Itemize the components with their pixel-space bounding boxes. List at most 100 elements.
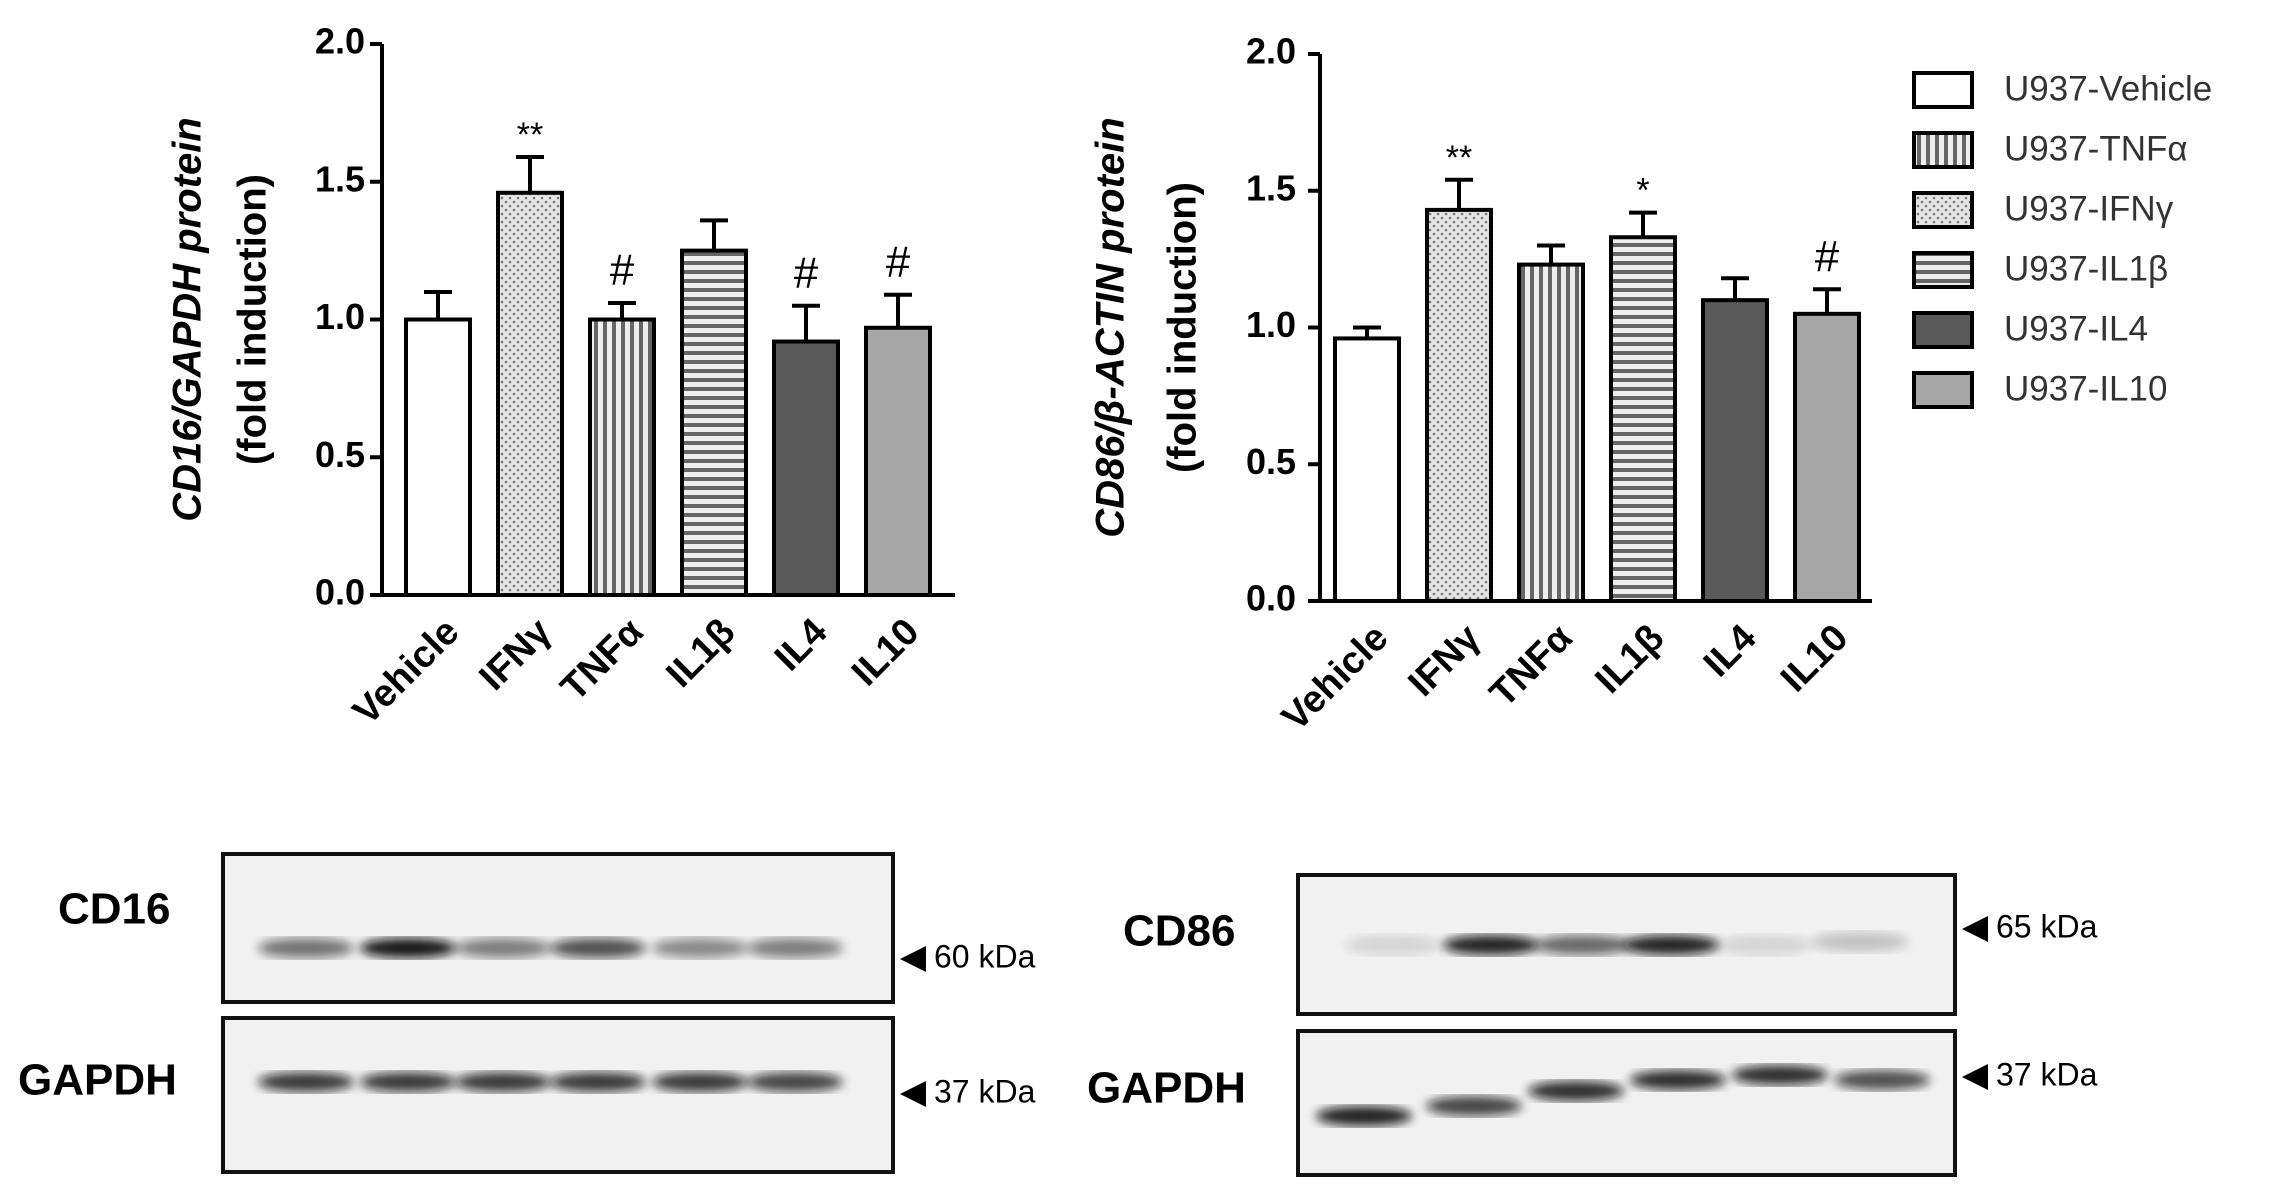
blot-band (747, 938, 843, 958)
x-tick-label: TNFα (1482, 617, 1580, 715)
y-tick-label: 1.5 (315, 158, 365, 199)
blot-band (550, 1072, 646, 1092)
blot-panel (1296, 1029, 1957, 1177)
error-bar (424, 289, 452, 320)
legend-swatch (1912, 251, 1974, 289)
x-tick-label: IL4 (767, 611, 836, 680)
blot-band (652, 938, 748, 958)
x-tick-label: Vehicle (345, 611, 467, 733)
blot-panel (221, 852, 895, 1004)
blot-band (1623, 935, 1719, 955)
legend-label: U937-IL4 (2004, 309, 2148, 348)
bar (1517, 262, 1585, 603)
arrowhead (900, 946, 926, 972)
blot-band (1812, 932, 1908, 952)
blot-band (1316, 1106, 1412, 1126)
y-tick-label: 1.0 (1246, 304, 1296, 345)
blot-panel (221, 1016, 895, 1174)
legend-swatch (1912, 311, 1974, 349)
blot-band (1528, 1081, 1624, 1101)
bar (1701, 298, 1769, 603)
arrowhead (1962, 916, 1988, 942)
blot-band (1630, 1070, 1726, 1090)
significance-label: # (794, 248, 819, 297)
blot-band (360, 1072, 456, 1092)
bar (1333, 336, 1401, 603)
x-tick-label: IL10 (1773, 617, 1856, 700)
y-axis-label: CD16/GAPDH protein (166, 117, 210, 522)
x-tick-label: IFNγ (472, 611, 560, 699)
blot-band (258, 938, 354, 958)
size-label: 65 kDa (1996, 908, 2098, 944)
error-bar (1353, 325, 1381, 339)
legend-swatch (1912, 71, 1974, 109)
error-bar (884, 292, 912, 328)
y-tick-label: 1.5 (1246, 167, 1296, 208)
x-tick-label: IL1β (659, 611, 744, 696)
blot-band (258, 1072, 354, 1092)
error-bar (516, 154, 544, 193)
error-bar (1721, 276, 1749, 301)
bar (864, 325, 932, 597)
error-bar (1813, 287, 1841, 314)
x-tick-label: Vehicle (1274, 617, 1396, 739)
blot-band (747, 1072, 843, 1092)
error-bar (792, 303, 820, 342)
significance-label: * (1636, 172, 1649, 210)
legend-label: U937-IFNγ (2004, 189, 2174, 228)
size-label: 37 kDa (1996, 1056, 2098, 1092)
size-label: 37 kDa (934, 1073, 1036, 1109)
error-bar (700, 218, 728, 251)
y-axis-label: CD86/β-ACTIN protein (1089, 117, 1133, 537)
arrowhead (900, 1081, 926, 1107)
bar (588, 317, 656, 597)
x-tick-label: IL10 (844, 611, 927, 694)
bar (404, 317, 472, 597)
significance-label: # (610, 246, 635, 295)
bar (1793, 311, 1861, 603)
arrowhead (1962, 1064, 1988, 1090)
error-bar (608, 300, 636, 320)
blot-band (455, 938, 551, 958)
legend-swatch (1912, 131, 1974, 169)
bar (1425, 207, 1493, 604)
size-label: 60 kDa (934, 938, 1036, 974)
bar (496, 190, 564, 598)
y-tick-label: 2.0 (1246, 31, 1296, 72)
error-bar (1629, 210, 1657, 238)
blot-label: CD86 (1123, 907, 1236, 956)
blot-band (360, 938, 456, 958)
x-tick-label: IL4 (1696, 617, 1765, 686)
bar (680, 248, 748, 597)
significance-label: ** (1446, 139, 1472, 177)
significance-label: # (1815, 232, 1840, 281)
blot-band (455, 1072, 551, 1092)
error-bar (1445, 177, 1473, 210)
y-axis-label: (fold induction) (231, 174, 275, 465)
blot-band (652, 1072, 748, 1092)
blot-band (1426, 1096, 1522, 1116)
y-tick-label: 1.0 (315, 296, 365, 337)
x-tick-label: TNFα (553, 611, 651, 709)
legend-label: U937-TNFα (2004, 129, 2188, 168)
y-tick-label: 0.5 (1246, 441, 1296, 482)
legend-swatch (1912, 191, 1974, 229)
y-axis-label: (fold induction) (1161, 182, 1205, 473)
blot-label: CD16 (58, 885, 171, 934)
blot-band (1535, 935, 1631, 955)
blot-band (1345, 935, 1441, 955)
significance-label: ** (517, 116, 543, 154)
blot-label: GAPDH (1087, 1064, 1246, 1113)
y-tick-label: 0.0 (1246, 578, 1296, 619)
blot-label: GAPDH (18, 1056, 177, 1105)
blot-band (550, 938, 646, 958)
y-tick-label: 0.0 (315, 572, 365, 613)
blot-band (1834, 1070, 1930, 1090)
legend-label: U937-IL10 (2004, 369, 2167, 408)
x-tick-label: IL1β (1588, 617, 1673, 702)
bar (772, 339, 840, 598)
significance-label: # (886, 237, 911, 286)
legend-swatch (1912, 371, 1974, 409)
